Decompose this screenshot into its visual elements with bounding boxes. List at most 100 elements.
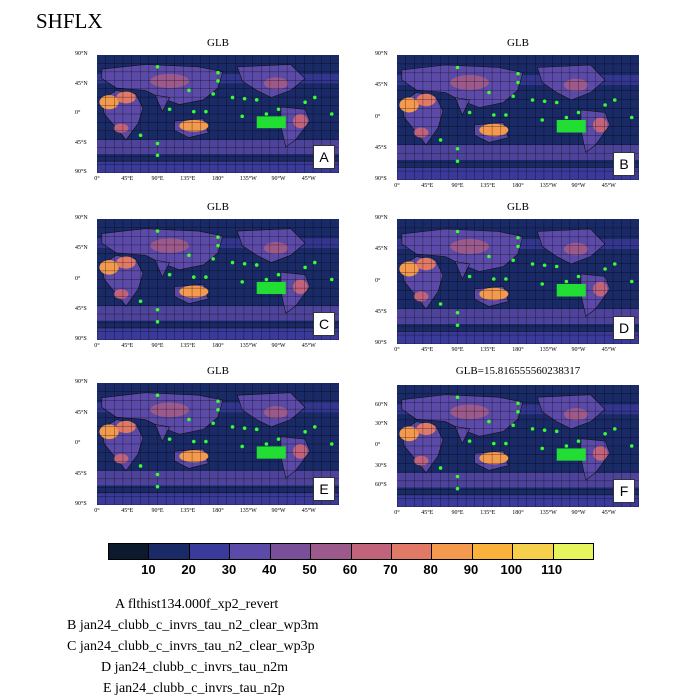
site-marker xyxy=(276,272,281,277)
site-marker-block xyxy=(256,281,286,295)
site-marker xyxy=(242,426,247,430)
flux-hotspot xyxy=(416,257,436,271)
lat-tick-label: 45°N xyxy=(75,245,88,252)
site-marker xyxy=(511,423,515,428)
lon-tick-label: 135°E xyxy=(180,343,196,349)
flux-hotspot xyxy=(450,239,489,254)
site-marker xyxy=(155,472,160,477)
site-marker xyxy=(167,437,172,441)
lon-tick-label: 180° xyxy=(512,510,524,516)
flux-hotspot xyxy=(293,114,308,129)
site-marker xyxy=(504,277,508,281)
colorbar-swatch xyxy=(432,544,473,559)
colorbar-swatch xyxy=(311,544,352,559)
lon-tick-label: 90°E xyxy=(151,343,164,349)
flux-hotspot xyxy=(116,91,136,104)
flux-hotspot xyxy=(593,446,608,461)
map-heatmap xyxy=(97,383,339,505)
map-heatmap xyxy=(397,55,639,180)
site-marker xyxy=(192,109,196,114)
site-marker xyxy=(155,307,160,312)
lon-tick-label: 45°W xyxy=(301,343,316,349)
panel-title: GLB xyxy=(207,37,229,49)
lon-tick-label: 90°E xyxy=(451,183,464,189)
site-marker xyxy=(455,395,460,399)
colorbar-swatch xyxy=(351,544,392,559)
lat-tick-label: 45°N xyxy=(75,80,88,87)
site-marker xyxy=(313,425,317,429)
site-marker xyxy=(564,444,569,448)
lon-tick-label: 45°W xyxy=(601,510,616,516)
site-marker xyxy=(216,70,220,75)
colorbar xyxy=(108,543,594,560)
flux-hotspot xyxy=(593,281,608,297)
lon-tick-label: 45°E xyxy=(421,183,434,189)
site-marker xyxy=(155,153,160,158)
site-marker xyxy=(216,79,220,83)
colorbar-swatch xyxy=(270,544,312,559)
flux-hotspot xyxy=(479,287,509,301)
flux-hotspot xyxy=(593,117,608,133)
site-marker xyxy=(629,115,634,120)
lon-tick-label: 135°W xyxy=(539,347,557,353)
flux-hotspot xyxy=(116,256,136,269)
colorbar-swatch xyxy=(149,544,190,559)
lon-tick-label: 135°W xyxy=(539,510,557,516)
site-marker xyxy=(492,113,496,117)
lon-tick-label: 135°W xyxy=(239,508,257,514)
lat-tick-label: 90°N xyxy=(75,215,88,221)
site-marker xyxy=(603,432,607,436)
lon-tick-label: 135°E xyxy=(180,508,196,514)
site-marker xyxy=(603,103,607,107)
site-marker xyxy=(211,257,215,261)
site-marker xyxy=(187,88,191,93)
colorbar-tick-label: 70 xyxy=(383,562,398,577)
site-marker xyxy=(192,275,196,279)
site-marker xyxy=(576,439,581,443)
lat-tick-label: 45°S xyxy=(75,305,87,312)
site-marker xyxy=(564,279,569,284)
map-panel-f: F xyxy=(397,385,639,507)
colorbar-swatch xyxy=(189,544,231,559)
flux-hotspot xyxy=(113,453,129,464)
colorbar-tick-label: 60 xyxy=(342,562,358,577)
flux-hotspot xyxy=(293,444,308,459)
lon-tick-label: 90°W xyxy=(571,183,586,189)
site-marker xyxy=(192,439,196,444)
panel-letter: B xyxy=(613,152,635,176)
flux-hotspot xyxy=(179,285,209,298)
site-marker xyxy=(504,441,508,446)
site-marker xyxy=(211,421,215,426)
lon-tick-label: 90°W xyxy=(571,510,586,516)
site-marker xyxy=(230,425,235,429)
site-marker xyxy=(504,113,508,117)
site-marker xyxy=(254,98,259,102)
site-marker xyxy=(576,110,581,115)
lat-tick-label: 45°N xyxy=(375,82,388,89)
flux-hotspot xyxy=(450,404,489,420)
site-marker xyxy=(530,98,535,102)
lat-tick-label: 60°N xyxy=(375,401,388,408)
site-marker xyxy=(187,417,191,422)
site-marker xyxy=(211,92,215,96)
site-marker xyxy=(487,419,491,424)
site-marker-block xyxy=(556,448,586,461)
site-marker xyxy=(155,141,160,146)
site-marker xyxy=(230,95,235,100)
flux-hotspot xyxy=(563,78,589,92)
lon-tick-label: 180° xyxy=(212,176,224,182)
colorbar-tick-label: 100 xyxy=(500,562,523,577)
colorbar-tick-label: 10 xyxy=(141,562,156,577)
site-marker xyxy=(242,261,247,266)
panel-letter: D xyxy=(613,316,635,340)
lon-tick-label: 90°E xyxy=(451,347,464,353)
site-marker xyxy=(438,138,443,142)
panel-title: GLB xyxy=(207,365,229,377)
site-marker xyxy=(264,442,269,446)
map-panel-c: C xyxy=(97,219,339,340)
lat-tick-label: 0° xyxy=(375,113,381,120)
site-marker xyxy=(603,267,607,271)
lat-tick-label: 45°S xyxy=(375,144,387,151)
lat-tick-label: 45°S xyxy=(75,139,87,146)
site-marker xyxy=(542,428,547,432)
